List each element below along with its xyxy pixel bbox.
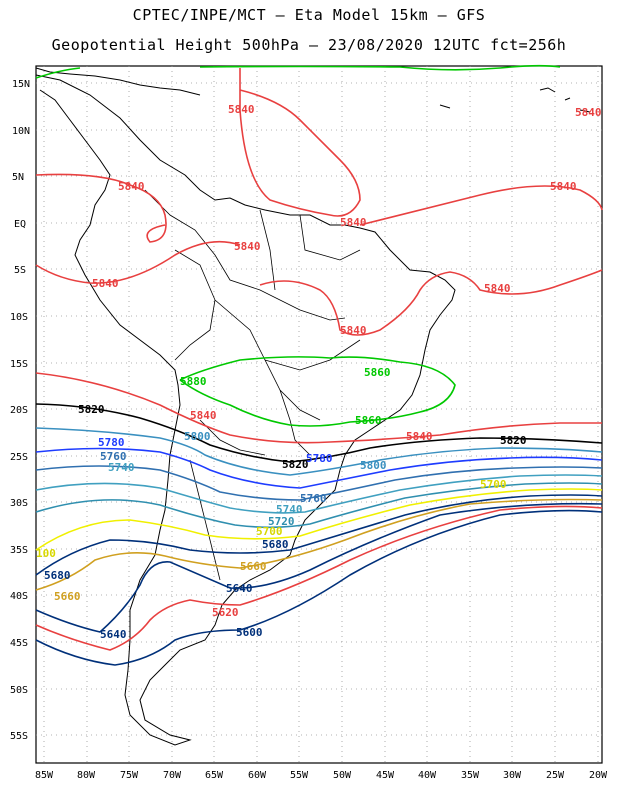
lat-label: 15S [10, 359, 28, 370]
lon-label: 75W [120, 770, 139, 781]
contour-label: 5800 [184, 430, 211, 443]
contour-label: 5700 [480, 478, 507, 491]
contour-label: 5820 [78, 403, 105, 416]
contour-label: 5840 [234, 240, 261, 253]
lat-label: 10S [10, 312, 28, 323]
contour-label: 5820 [500, 434, 527, 447]
caribbean-islands [439, 87, 591, 113]
contour-5880-north [35, 64, 561, 79]
lat-label: 10N [12, 126, 30, 137]
map-frame [35, 65, 603, 764]
contour-label: 5840 [550, 180, 577, 193]
lon-label: 30W [503, 770, 522, 781]
contour-5780 [35, 447, 603, 489]
contour-5840-north [35, 68, 361, 243]
contour-label: 5700 [256, 525, 283, 538]
contour-label: 5840 [228, 103, 255, 116]
map-title-line-2: Geopotential Height 500hPa – 23/08/2020 … [51, 36, 567, 54]
lat-label: 35S [10, 545, 28, 556]
contour-5840-east [359, 185, 603, 226]
contour-label: 5600 [236, 626, 263, 639]
latitude-labels: 15N 10N 5N EQ 5S 10S 15S 20S 25S 30S 35S… [10, 79, 30, 742]
lon-label: 55W [290, 770, 309, 781]
contour-label: 5780 [98, 436, 125, 449]
contour-5660 [35, 498, 603, 591]
lon-label: 85W [35, 770, 54, 781]
height-contours [35, 64, 603, 666]
lon-label: 60W [248, 770, 267, 781]
contour-label: 5800 [360, 459, 387, 472]
contour-label: 5840 [340, 216, 367, 229]
contour-label: 5840 [406, 430, 433, 443]
contour-5840-mid [35, 240, 241, 284]
contour-label: 5660 [54, 590, 81, 603]
contour-label: 5680 [44, 569, 71, 582]
contour-labels: 5840 5840 5840 5840 5840 5840 5840 5840 … [36, 103, 602, 641]
contour-5640 [35, 502, 603, 633]
contour-5600 [35, 509, 603, 666]
lat-label: 45S [10, 638, 28, 649]
contour-label: 5840 [575, 106, 602, 119]
lat-label: 30S [10, 498, 28, 509]
south-america-coastline [35, 74, 456, 746]
contour-label: 5720 [268, 515, 295, 528]
map-title-line-1: CPTEC/INPE/MCT – Eta Model 15km – GFS [132, 6, 486, 24]
lon-label: 80W [77, 770, 96, 781]
lon-label: 35W [461, 770, 480, 781]
country-borders [144, 189, 361, 581]
lon-label: 45W [376, 770, 395, 781]
contour-5760 [35, 465, 603, 501]
contour-label: 5640 [226, 582, 253, 595]
contour-label: 5880 [180, 375, 207, 388]
lon-label: 50W [333, 770, 352, 781]
contour-label: 5740 [276, 503, 303, 516]
contour-label: 5760 [300, 492, 327, 505]
lat-label: 15N [12, 79, 30, 90]
lat-label: 25S [10, 452, 28, 463]
contour-5840-south [35, 372, 602, 444]
contour-5860-ring [179, 356, 456, 427]
lat-label: 5S [14, 265, 26, 276]
contour-label: 5840 [92, 277, 119, 290]
lat-label: EQ [14, 219, 26, 230]
lat-label: 5N [12, 172, 24, 183]
longitude-labels: 85W 80W 75W 70W 65W 60W 55W 50W 45W 40W … [35, 770, 608, 781]
lon-label: 70W [163, 770, 182, 781]
contour-label: 5780 [306, 452, 333, 465]
contour-5820 [35, 403, 603, 463]
contour-5620 [35, 505, 603, 651]
contour-label: 5840 [484, 282, 511, 295]
contour-5680 [35, 494, 603, 576]
contour-5800 [35, 427, 603, 476]
contour-label: 5860 [355, 414, 382, 427]
lat-label: 50S [10, 685, 28, 696]
contour-label: 5760 [100, 450, 127, 463]
contour-label: 5840 [340, 324, 367, 337]
lon-label: 65W [205, 770, 224, 781]
contour-label: 5820 [282, 458, 309, 471]
central-america-coast [35, 67, 201, 96]
lon-label: 40W [418, 770, 437, 781]
contour-label: 5740 [108, 461, 135, 474]
contour-label: 5640 [100, 628, 127, 641]
contour-label: 5860 [364, 366, 391, 379]
graticule [36, 66, 602, 763]
lon-label: 20W [589, 770, 608, 781]
contour-5700 [35, 488, 603, 551]
contour-5740 [35, 474, 603, 514]
contour-5840-brazil [259, 269, 603, 336]
contour-5720 [35, 482, 603, 529]
lat-label: 55S [10, 731, 28, 742]
contour-label: 5840 [118, 180, 145, 193]
coastlines [35, 67, 591, 746]
contour-label: 5680 [262, 538, 289, 551]
lat-label: 20S [10, 405, 28, 416]
contour-label: 5840 [190, 409, 217, 422]
contour-label: 100 [36, 547, 56, 560]
contour-label: 5620 [212, 606, 239, 619]
contour-label: 5660 [240, 560, 267, 573]
lon-label: 25W [546, 770, 565, 781]
lat-label: 40S [10, 591, 28, 602]
